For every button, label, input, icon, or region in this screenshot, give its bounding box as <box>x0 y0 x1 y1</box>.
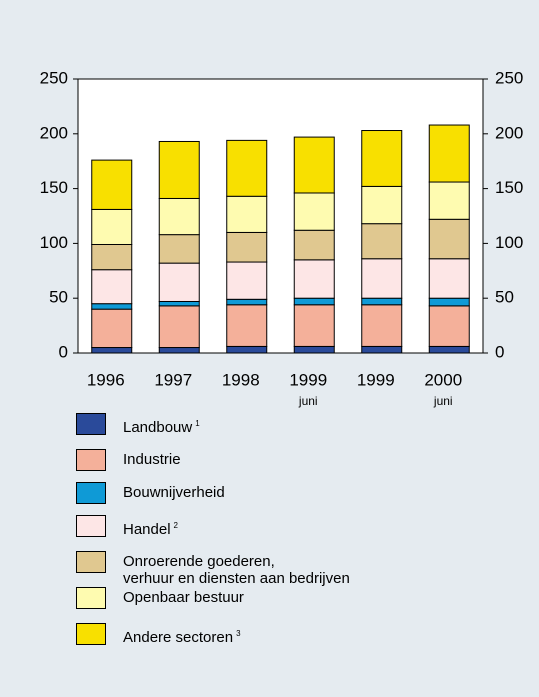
bar-segment <box>226 345 268 354</box>
bar-segment <box>428 124 470 183</box>
bar-segment <box>158 347 200 354</box>
bar-segment <box>293 304 335 347</box>
bar-segment <box>293 136 335 194</box>
y2-tick-label: 150 <box>495 178 523 197</box>
bar-segment <box>226 261 268 300</box>
bar-segment <box>91 159 133 210</box>
bar-segment <box>158 197 200 236</box>
y-tick-label: 250 <box>40 68 68 87</box>
bar-segment <box>226 195 268 233</box>
legend-text: Openbaar bestuur <box>123 589 244 606</box>
x-tick-sublabel: juni <box>298 394 318 408</box>
legend-swatch <box>76 482 106 504</box>
y-tick-label: 0 <box>59 342 68 361</box>
legend-swatch <box>76 413 106 435</box>
legend-swatch <box>76 551 106 573</box>
bar-segment <box>293 259 335 299</box>
bar-segment <box>226 231 268 263</box>
bar-segment <box>428 181 470 220</box>
x-tick-label: 1998 <box>222 370 260 389</box>
x-tick-sublabel: juni <box>433 394 453 408</box>
y-tick-label: 150 <box>40 178 68 197</box>
bar-segment <box>226 298 268 306</box>
footnote-mark: 3 <box>236 629 241 638</box>
x-tick-label: 2000 <box>424 370 462 389</box>
footnote-mark: 2 <box>173 521 178 530</box>
plot-frame <box>77 78 484 354</box>
y-tick-label: 200 <box>40 123 68 142</box>
y2-tick-label: 0 <box>495 342 504 361</box>
legend-swatch <box>76 623 106 645</box>
x-tick-label: 1996 <box>87 370 125 389</box>
bar-segment <box>361 223 403 260</box>
bar-segment <box>361 185 403 225</box>
legend-text: Industrie <box>123 451 181 468</box>
bar-segment <box>428 218 470 260</box>
bar-segment <box>91 308 133 349</box>
bar-segment <box>293 345 335 354</box>
y-tick-label: 50 <box>49 288 68 307</box>
bar-segment <box>361 258 403 299</box>
bar-segment <box>361 130 403 187</box>
bar-segment <box>91 243 133 271</box>
plot-area <box>78 79 483 353</box>
legend-label: Landbouw 1 <box>123 415 443 436</box>
y2-tick-label: 250 <box>495 68 523 87</box>
x-tick-label: 1999 <box>357 370 395 389</box>
y2-tick-label: 200 <box>495 123 523 142</box>
bar-segment <box>226 304 268 347</box>
bar-segment <box>91 347 133 354</box>
bar-segment <box>158 262 200 302</box>
bar-segment <box>361 345 403 354</box>
bar-segment <box>361 297 403 306</box>
legend-text: Onroerende goederen, verhuur en diensten… <box>123 553 350 587</box>
bar-segment <box>293 229 335 261</box>
legend-label: Openbaar bestuur <box>123 589 443 606</box>
y2-tick-label: 50 <box>495 288 514 307</box>
y2-tick-label: 100 <box>495 233 523 252</box>
bar-segment <box>428 297 470 307</box>
bar-segment <box>91 269 133 305</box>
bar-segment <box>428 305 470 347</box>
footnote-mark: 1 <box>195 419 200 428</box>
legend-text: Andere sectoren <box>123 629 234 646</box>
legend-swatch <box>76 587 106 609</box>
x-tick-label: 1999 <box>289 370 327 389</box>
legend-label: Industrie <box>123 451 443 468</box>
legend-text: Landbouw <box>123 419 193 436</box>
y-tick-label: 100 <box>40 233 68 252</box>
bar-segment <box>158 140 200 199</box>
bar-segment <box>158 305 200 349</box>
x-tick-label: 1997 <box>154 370 192 389</box>
bar-segment <box>226 139 268 197</box>
bar-segment <box>293 192 335 231</box>
bar-segment <box>158 300 200 307</box>
bar-segment <box>293 297 335 306</box>
legend-swatch <box>76 515 106 537</box>
bar-segment <box>91 303 133 310</box>
legend-label: Andere sectoren 3 <box>123 625 443 646</box>
bar-segment <box>428 258 470 299</box>
bar-segment <box>158 234 200 264</box>
legend-text: Handel <box>123 521 171 538</box>
legend-label: Onroerende goederen, verhuur en diensten… <box>123 553 443 587</box>
bar-segment <box>91 208 133 245</box>
legend-label: Bouwnijverheid <box>123 484 443 501</box>
legend-text: Bouwnijverheid <box>123 484 225 501</box>
bar-segment <box>361 304 403 347</box>
legend-swatch <box>76 449 106 471</box>
bar-segment <box>428 345 470 354</box>
legend-label: Handel 2 <box>123 517 443 538</box>
